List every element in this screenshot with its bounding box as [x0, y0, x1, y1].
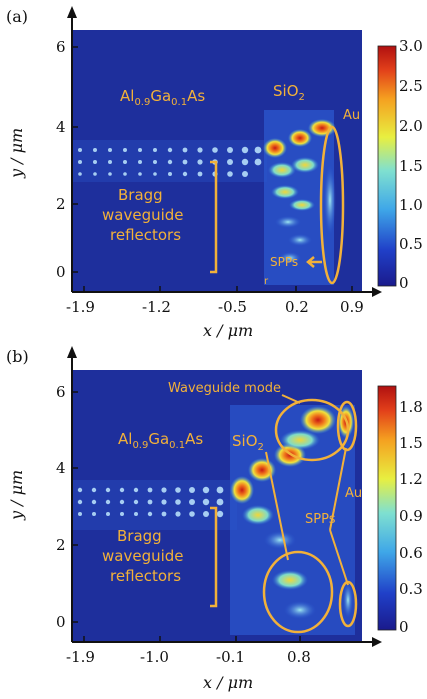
panel-b-spp-pointer	[329, 529, 349, 586]
panel-b-colorbar	[377, 385, 397, 631]
panel-a-bragg-dots	[78, 146, 262, 177]
panel-b-xlabel: x / μm	[203, 673, 253, 692]
panel-b-mode-label: Waveguide mode	[168, 381, 281, 396]
panel-b-au-ellipse	[336, 400, 358, 452]
panel-b-ytick-2: 2	[56, 536, 66, 554]
panel-b-cbtick-0: 1.8	[399, 398, 423, 416]
panel-a-metal-label: Au	[343, 108, 360, 123]
panel-a-ylabel: y / μm	[7, 128, 26, 179]
panel-a-hot-region	[263, 110, 336, 285]
panel-b-cbtick-1: 1.5	[399, 434, 423, 452]
panel-b-lower-ellipse	[262, 550, 334, 634]
panel-a-xtick-5: 0.9	[340, 298, 364, 316]
panel-b-bragg-line2: waveguide	[102, 547, 184, 565]
panel-a-xtick-4: 0.2	[285, 298, 309, 316]
panel-b-ytick-0: 0	[56, 613, 66, 631]
panel-b-bragg-dots	[77, 486, 224, 518]
panel-b-bragg-band	[72, 480, 237, 530]
panel-b-oxide-pointer	[265, 451, 289, 561]
panel-a-material-label: Al0.9Ga0.1As	[120, 87, 205, 108]
panel-b-cbtick-4: 0.6	[399, 544, 423, 562]
panel-b-bragg-line1: Bragg	[117, 527, 162, 545]
panel-b-cbtick-3: 0.9	[399, 507, 423, 525]
panel-b-bragg-line3: reflectors	[110, 567, 181, 585]
panel-a-spps-label: SPPs	[270, 255, 298, 269]
panel-a-ytick-6: 6	[56, 38, 66, 56]
panel-b-cbtick-6: 0	[399, 618, 409, 636]
panel-a-ytick-2: 2	[56, 195, 66, 213]
panel-a-y-arrow	[67, 6, 77, 18]
panel-b-xtick-3: -0.1	[216, 648, 245, 666]
panel-a-bragg-line2: waveguide	[102, 206, 184, 224]
panel-a-small-label: r	[264, 276, 269, 287]
panel-a-spp-arrow	[306, 256, 322, 268]
panel-a-ticks	[72, 46, 353, 292]
panel-b-mode-ellipse	[274, 398, 350, 462]
panel-a-xlabel: x / μm	[203, 321, 253, 340]
panel-b-hot-region	[230, 405, 355, 635]
panel-b-ytick-4: 4	[56, 459, 66, 477]
panel-b-x-arrow	[372, 637, 382, 647]
panel-b-ylabel: y / μm	[7, 470, 26, 521]
panel-b-mode-pointer	[281, 394, 301, 404]
panel-b-spps-label: SPPs	[305, 512, 336, 527]
panel-a-bragg-line3: reflectors	[110, 226, 181, 244]
panel-a-spp-ellipse	[319, 125, 345, 285]
panel-b-spp-pointer-up	[329, 447, 347, 531]
panel-b-oxide-label: SiO2	[232, 432, 264, 453]
panel-a-oxide-label: SiO2	[273, 82, 305, 103]
panel-b-label: (b)	[6, 347, 29, 366]
panel-a-colorbar	[377, 45, 397, 287]
panel-a-cbtick-5: 0.5	[399, 235, 423, 253]
panel-b-xtick-4: 0.8	[287, 648, 311, 666]
panel-b-ticks	[72, 391, 301, 642]
panel-b-cbtick-5: 0.3	[399, 580, 423, 598]
panel-b-ytick-6: 6	[56, 383, 66, 401]
panel-a-ytick-4: 4	[56, 118, 66, 136]
panel-a-label: (a)	[6, 7, 28, 26]
panel-a: (a)	[6, 6, 423, 340]
panel-b-metal-label: Au	[345, 486, 362, 501]
panel-a-cbtick-0: 3.0	[399, 37, 423, 55]
panel-a-cbtick-2: 2.0	[399, 117, 423, 135]
panel-a-cbtick-6: 0	[399, 274, 409, 292]
panel-a-cbtick-3: 1.5	[399, 157, 423, 175]
panel-b-xtick-1: -1.9	[66, 648, 95, 666]
panel-b-bragg-bracket	[210, 506, 218, 608]
panel-a-cbtick-4: 1.0	[399, 196, 423, 214]
panel-b: (b)	[6, 346, 423, 692]
panel-a-bragg-line1: Bragg	[118, 186, 163, 204]
panel-b-xtick-2: -1.0	[140, 648, 169, 666]
panel-a-xtick-2: -1.2	[142, 298, 171, 316]
panel-b-cbtick-2: 1.2	[399, 470, 423, 488]
panel-a-cbtick-1: 2.5	[399, 77, 423, 95]
panel-a-ytick-0: 0	[56, 263, 66, 281]
panel-a-xtick-1: -1.9	[66, 298, 95, 316]
panel-b-material-label: Al0.9Ga0.1As	[118, 430, 203, 451]
panel-a-bragg-bracket	[210, 160, 218, 274]
panel-a-xtick-3: -0.5	[218, 298, 247, 316]
panel-b-y-arrow	[67, 346, 77, 358]
panel-a-x-arrow	[372, 287, 382, 297]
